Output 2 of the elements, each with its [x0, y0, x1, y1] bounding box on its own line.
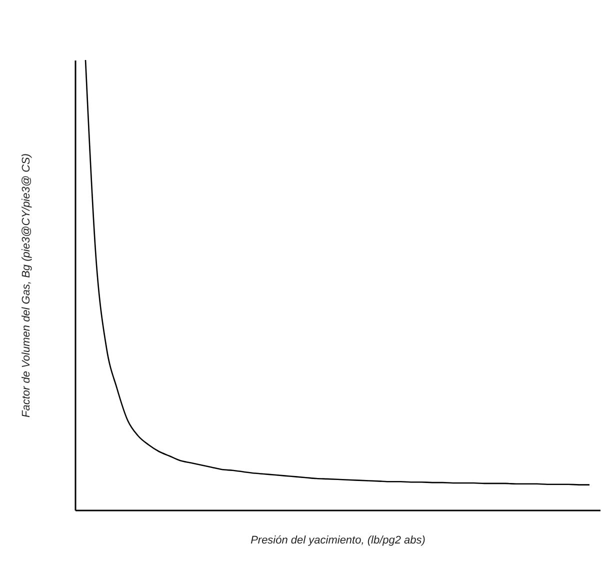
y-axis-title: Factor de Volumen del Gas, Bg (pie3@CY/pie3@ CS) [20, 153, 32, 418]
x-axis-title: Presión del yacimiento, (lb/pg2 abs) [250, 534, 426, 546]
